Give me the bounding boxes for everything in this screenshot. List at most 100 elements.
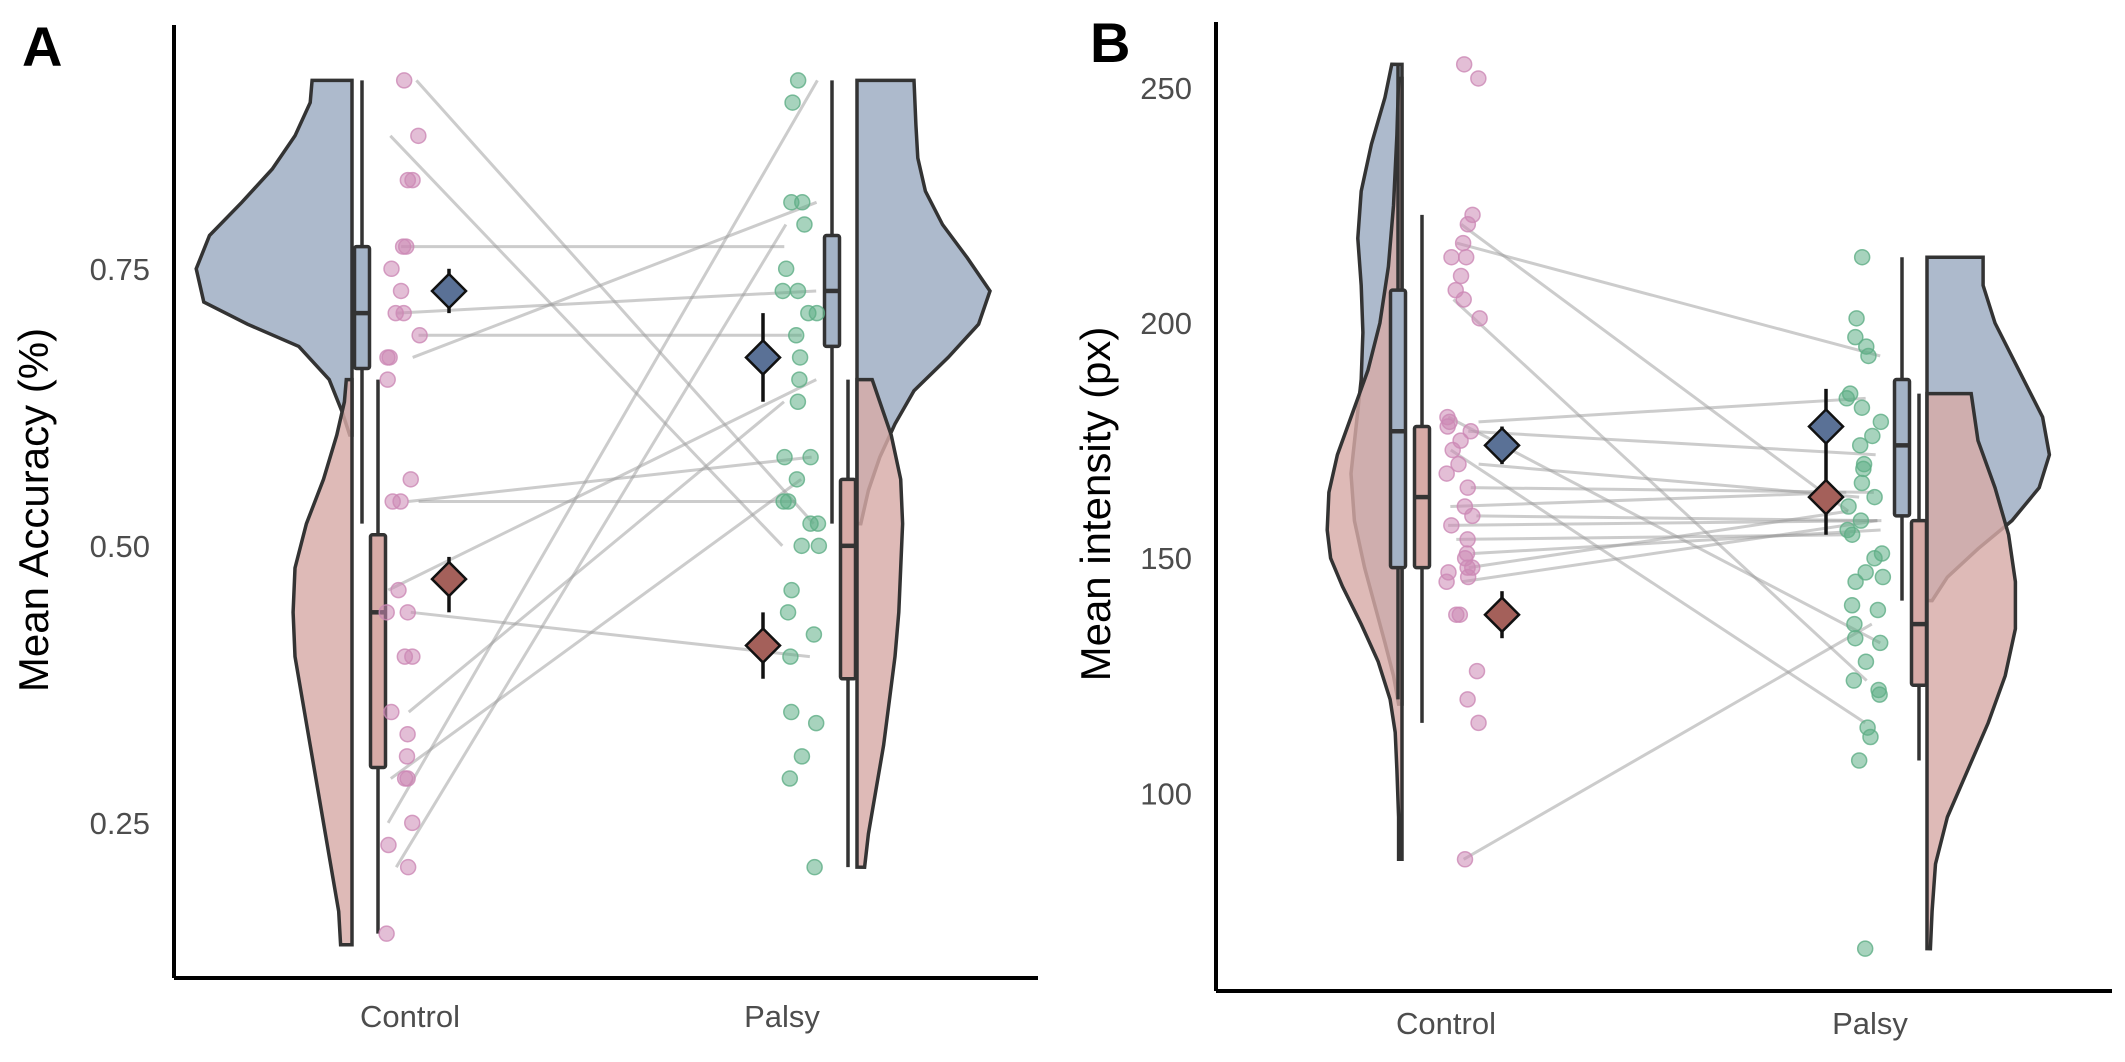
y-tick-label: 0.25 xyxy=(90,806,150,841)
data-point xyxy=(1471,310,1488,327)
data-point xyxy=(788,471,806,488)
data-point xyxy=(1872,413,1890,431)
data-point xyxy=(404,648,421,665)
data-point xyxy=(399,604,416,621)
data-point xyxy=(378,925,395,942)
data-point xyxy=(1847,573,1864,591)
data-point xyxy=(1470,70,1487,87)
paired-line xyxy=(395,223,788,868)
paired-line xyxy=(410,610,811,659)
paired-lines xyxy=(1447,223,1882,861)
data-point xyxy=(399,770,416,787)
data-point xyxy=(379,371,396,388)
data-point xyxy=(1455,56,1473,73)
panel-label: B xyxy=(1090,11,1130,74)
data-point xyxy=(1843,597,1861,614)
data-point xyxy=(806,858,823,876)
paired-line xyxy=(407,400,785,714)
chart-panel-b: 100 150 200 250 Control Palsy Mean intensity (… xyxy=(1072,11,2112,1041)
x-tick-label-control: Control xyxy=(360,999,460,1034)
data-point xyxy=(794,194,811,211)
data-point xyxy=(395,304,412,322)
data-point xyxy=(380,836,397,854)
data-point xyxy=(1459,691,1476,708)
mean-marker-control-blue xyxy=(430,272,468,310)
density-control-red xyxy=(291,377,354,947)
data-point xyxy=(1457,248,1475,266)
data-point xyxy=(392,282,410,300)
data-point xyxy=(1456,851,1474,868)
boxplot-box-control-blue xyxy=(1388,288,1408,570)
y-tick-label: 250 xyxy=(1140,71,1192,106)
data-point xyxy=(1857,653,1875,670)
data-point xyxy=(1443,517,1460,534)
paired-line xyxy=(412,200,818,359)
density-control-blue xyxy=(194,78,354,437)
mean-marker-control-red xyxy=(430,560,468,598)
density-palsy-red xyxy=(1925,391,2018,951)
data-point xyxy=(411,327,428,344)
data-point xyxy=(378,604,395,621)
data-point xyxy=(399,171,417,189)
paired-line xyxy=(1447,415,1881,645)
data-point xyxy=(1850,752,1868,769)
data-point xyxy=(777,260,795,278)
paired-line xyxy=(389,134,784,547)
data-point xyxy=(399,725,416,743)
data-point xyxy=(383,260,400,278)
data-point xyxy=(774,282,792,300)
data-point xyxy=(784,94,801,111)
data-point xyxy=(1462,422,1479,440)
data-point xyxy=(800,304,817,322)
data-point xyxy=(1866,549,1883,567)
data-point xyxy=(1843,526,1861,543)
data-point xyxy=(1454,234,1472,252)
paired-line xyxy=(396,289,817,315)
data-point xyxy=(1860,347,1877,365)
data-point xyxy=(789,72,807,89)
data-point xyxy=(1443,248,1460,266)
data-point xyxy=(1840,498,1857,515)
data-point xyxy=(1866,488,1883,506)
data-point xyxy=(1459,568,1477,586)
data-point xyxy=(1464,507,1481,525)
data-point xyxy=(796,216,813,233)
data-point xyxy=(793,748,811,765)
paired-line xyxy=(415,79,815,525)
data-point xyxy=(1864,427,1881,445)
data-point xyxy=(1439,418,1456,435)
data-point xyxy=(1452,267,1470,285)
mean-marker-palsy-red xyxy=(744,626,782,665)
data-point xyxy=(1871,634,1889,652)
y-axis-title: Mean Accuracy (%) xyxy=(10,328,57,692)
paired-line xyxy=(1461,519,1878,584)
y-tick-label: 200 xyxy=(1140,306,1192,341)
paired-line xyxy=(408,455,812,503)
data-point xyxy=(1852,512,1870,529)
data-point xyxy=(807,714,825,732)
data-point xyxy=(397,238,415,255)
data-point xyxy=(399,858,417,876)
mean-marker-palsy-red xyxy=(1807,478,1845,516)
density-control-red xyxy=(1325,76,1404,862)
paired-lines xyxy=(386,79,819,868)
data-point xyxy=(805,626,823,643)
paired-line xyxy=(1470,486,1874,494)
data-point xyxy=(1847,328,1864,346)
data-point xyxy=(1459,216,1477,233)
y-tick-label: 0.75 xyxy=(90,252,150,287)
data-point xyxy=(1459,479,1476,496)
data-point xyxy=(1845,672,1863,689)
data-point xyxy=(776,448,793,466)
data-point xyxy=(1851,437,1869,454)
y-axis-title: Mean intensity (px) xyxy=(1072,327,1119,682)
data-point xyxy=(1853,474,1871,492)
paired-line xyxy=(1476,514,1878,523)
x-tick-label-palsy: Palsy xyxy=(1832,1006,1908,1041)
data-point xyxy=(1857,564,1874,581)
data-point xyxy=(383,703,400,721)
paired-line xyxy=(1449,448,1866,725)
paired-line xyxy=(1478,396,1866,424)
data-point xyxy=(410,127,427,145)
